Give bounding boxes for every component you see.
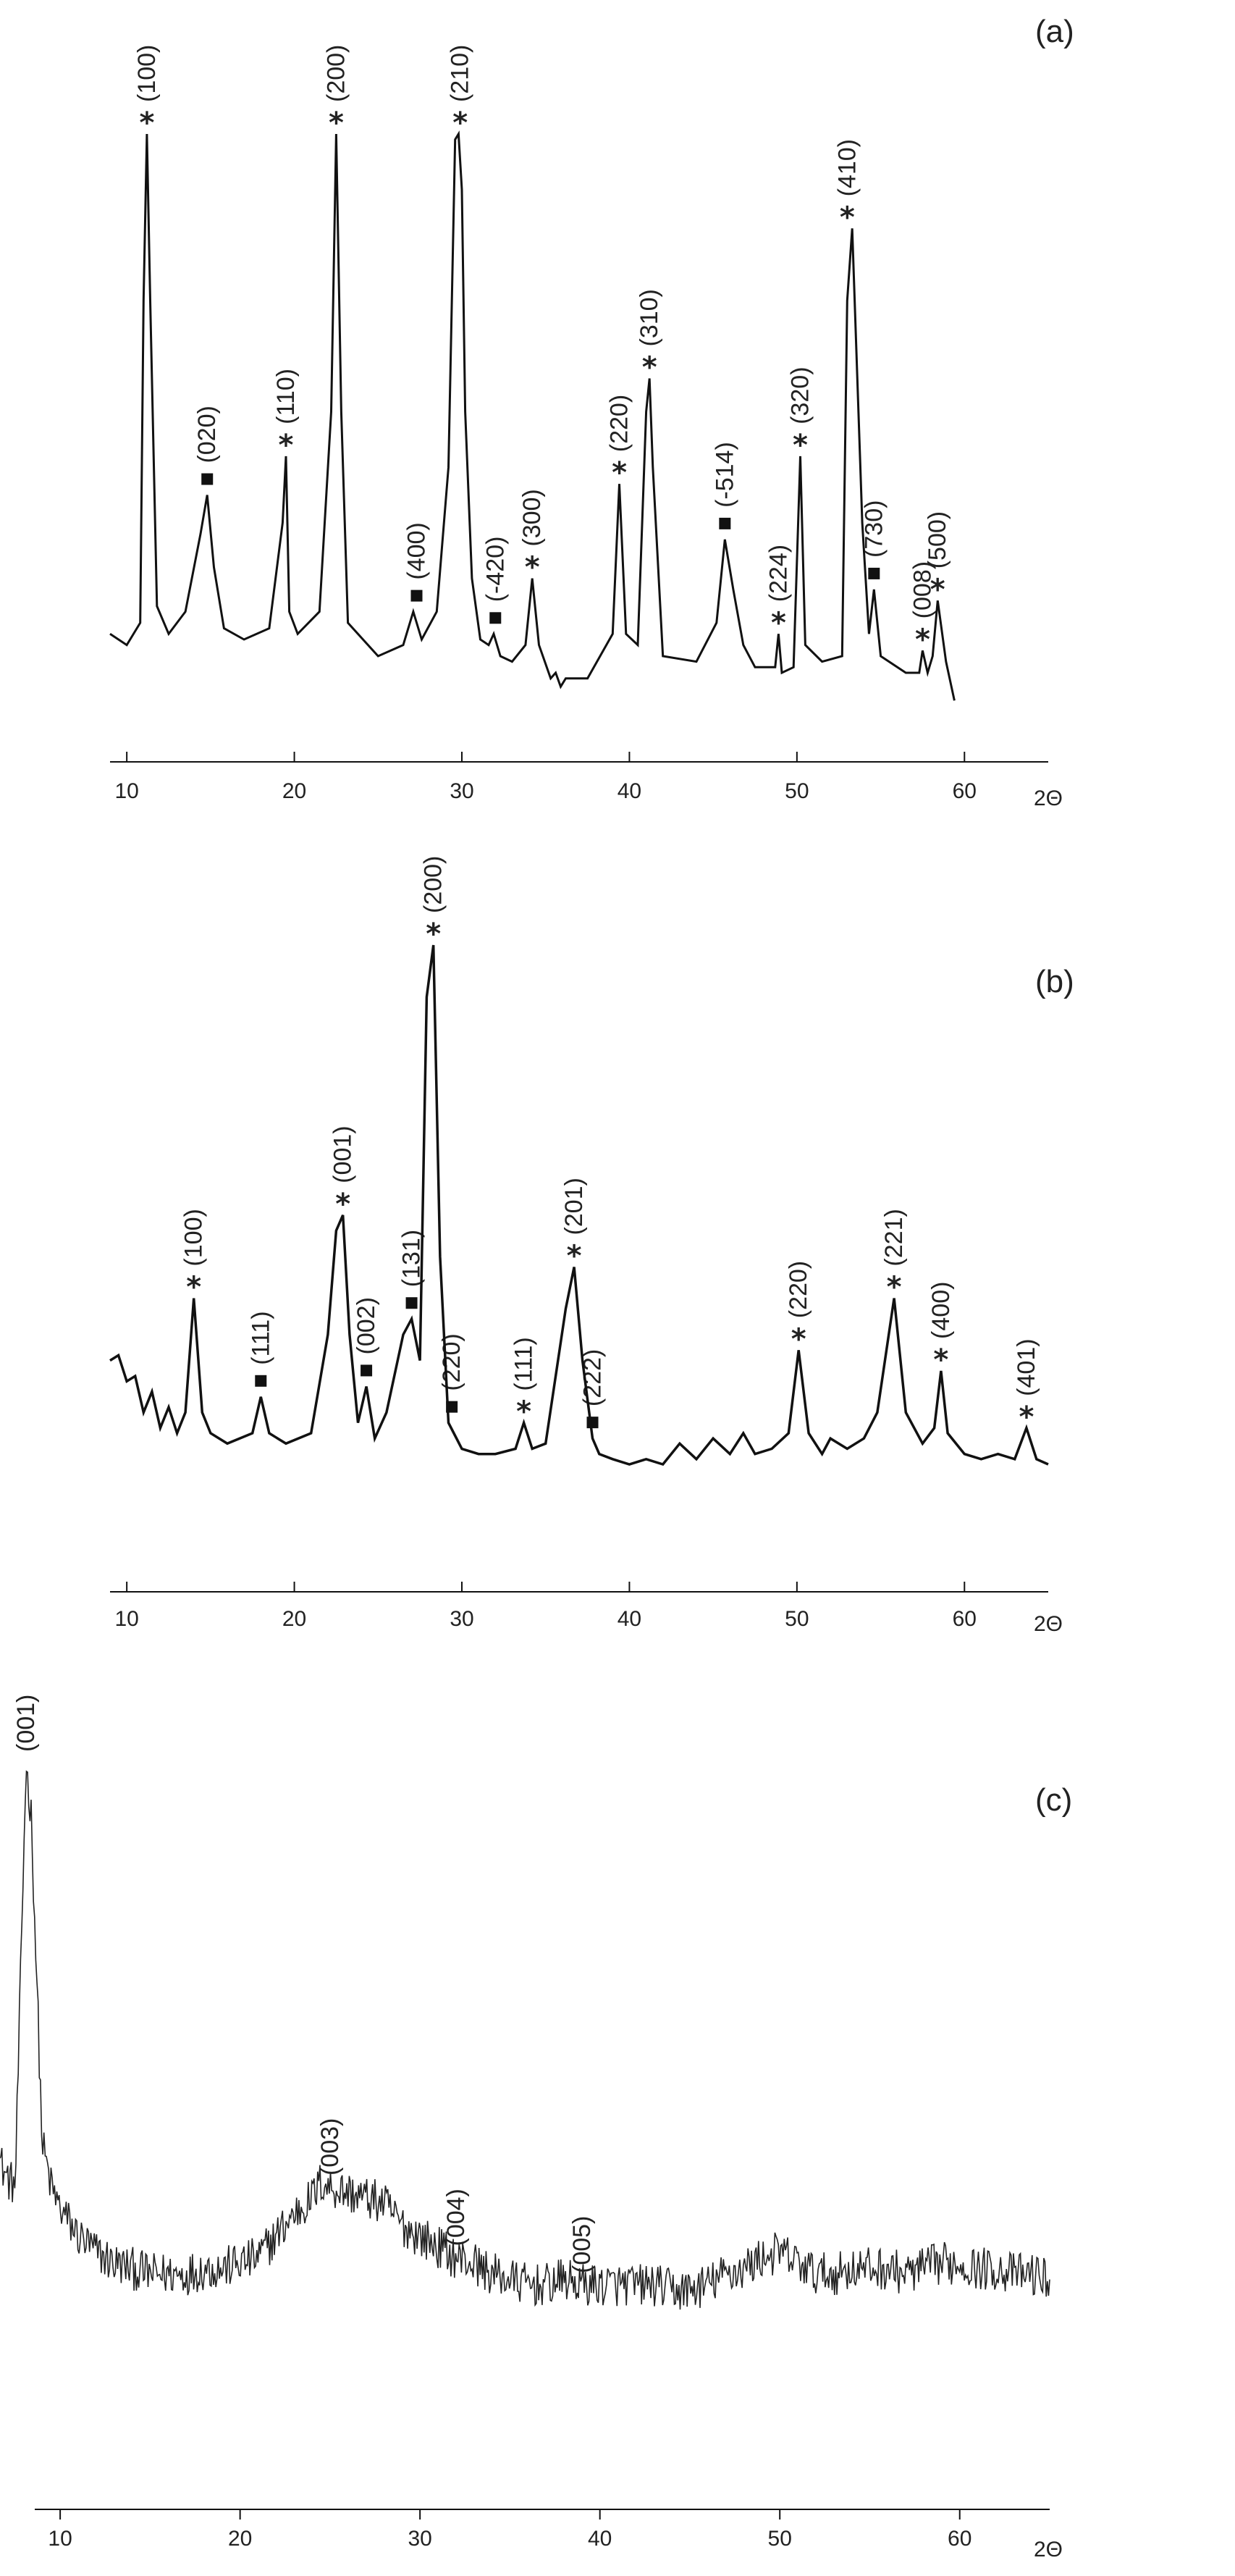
panel-a-x-ticks: 10 20 30 40 50 60: [114, 752, 977, 803]
phase-star-marker: *: [452, 106, 468, 140]
panel-a-x-tick-label: 60: [953, 779, 977, 803]
panel-label-b: (b): [1035, 964, 1074, 999]
peak-index-label: (224): [764, 545, 792, 602]
panel-b-x-ticks: 10 20 30 40 50 60: [114, 1582, 977, 1631]
panel-b-x-tick-label: 30: [450, 1607, 473, 1631]
panel-b: (b) *(100)(111)*(001)(002)(131)*(200)(22…: [109, 856, 1074, 1636]
panel-c-x-ticks: 10 20 30 40 50 60: [48, 2509, 971, 2551]
phase-star-marker: *: [139, 106, 154, 140]
phase-square-marker: [586, 1417, 599, 1429]
peak-index-label: (020): [193, 406, 221, 463]
panel-b-x-axis-title: 2Θ: [1034, 1612, 1063, 1636]
phase-square-marker: [719, 517, 731, 529]
peak-index-label: (400): [927, 1282, 955, 1339]
phase-star-marker: *: [279, 429, 294, 462]
peak-index-label: (-514): [711, 442, 738, 508]
peak-index-label: (300): [518, 489, 546, 546]
peak-index-label: (-420): [481, 537, 509, 603]
panel-label-a: (a): [1035, 14, 1074, 49]
panel-a-x-axis-title: 2Θ: [1034, 786, 1063, 810]
phase-star-marker: *: [840, 201, 855, 234]
panel-label-c: (c): [1035, 1782, 1072, 1818]
phase-star-marker: *: [426, 918, 441, 951]
phase-star-marker: *: [516, 1396, 531, 1429]
peak-index-label: (005): [568, 2216, 596, 2273]
panel-c-diffraction-line: [0, 1770, 1050, 2310]
phase-square-marker: [410, 590, 423, 602]
panel-b-annotations: *(100)(111)*(001)(002)(131)*(200)(220)*(…: [180, 856, 1040, 1434]
peak-index-label: (400): [403, 522, 431, 579]
peak-index-label: (110): [272, 369, 300, 424]
peak-index-label: (310): [636, 289, 663, 346]
peak-index-label: (111): [510, 1337, 538, 1390]
phase-star-marker: *: [1019, 1401, 1034, 1434]
peak-index-label: (210): [447, 45, 474, 102]
phase-star-marker: *: [771, 606, 786, 639]
peak-index-label: (220): [785, 1261, 812, 1318]
peak-index-label: (111): [247, 1311, 274, 1364]
phase-star-marker: *: [186, 1271, 201, 1304]
phase-square-marker: [361, 1364, 373, 1377]
peak-index-label: (100): [133, 45, 161, 102]
peak-index-label: (220): [606, 395, 633, 452]
peak-index-label: (201): [560, 1178, 588, 1235]
phase-star-marker: *: [933, 1343, 948, 1377]
panel-a-x-tick-label: 10: [114, 779, 138, 803]
peak-index-label: (002): [353, 1297, 380, 1354]
phase-square-marker: [255, 1375, 267, 1387]
phase-star-marker: *: [915, 623, 930, 656]
phase-square-marker: [405, 1297, 418, 1309]
panel-a-x-tick-label: 30: [450, 779, 473, 803]
phase-star-marker: *: [887, 1271, 902, 1304]
panel-c-x-tick-label: 50: [768, 2527, 792, 2551]
peak-index-label: (001): [329, 1125, 357, 1183]
phase-star-marker: *: [793, 429, 808, 462]
peak-index-label: (200): [322, 45, 350, 102]
panel-c-annotations: (001)(003)(004) (005): [12, 1695, 596, 2273]
panel-c-x-tick-label: 20: [228, 2527, 252, 2551]
panel-b-x-tick-label: 50: [785, 1607, 809, 1631]
phase-square-marker: [489, 612, 502, 624]
peak-index-label: (001): [12, 1695, 40, 1752]
peak-index-label: (003): [316, 2118, 344, 2176]
phase-square-marker: [201, 473, 214, 485]
peak-index-label: (100): [180, 1209, 208, 1266]
panel-c-x-axis-title: 2Θ: [1034, 2538, 1063, 2562]
panel-a-diffraction-line: [109, 130, 956, 701]
phase-star-marker: *: [525, 551, 540, 584]
panel-b-x-tick-label: 10: [114, 1607, 138, 1631]
phase-star-marker: *: [567, 1240, 582, 1273]
panel-c-x-tick-label: 60: [948, 2527, 971, 2551]
panel-c-x-tick-label: 30: [408, 2527, 431, 2551]
peak-index-label: (200): [420, 856, 447, 913]
panel-a-annotations: * (100) (020) * (110) * (200) (400) * (210) (-420)…: [133, 45, 951, 657]
phase-star-marker: *: [335, 1188, 350, 1221]
peak-index-label: (410): [833, 139, 861, 196]
phase-square-marker: [868, 567, 880, 579]
panel-a-x-tick-label: 50: [785, 779, 809, 803]
panel-c: (c) (001)(003)(004) (005) 10 20 30 40 50 60 2Θ: [0, 1695, 1072, 2562]
peak-index-label: (401): [1013, 1338, 1040, 1396]
panel-a: (a) * (100) (020) * (110) * (200) (400) * (210) (-…: [109, 14, 1074, 810]
phase-star-marker: *: [329, 106, 344, 140]
panel-b-x-tick-label: 20: [282, 1607, 306, 1631]
phase-star-marker: *: [930, 573, 945, 606]
phase-star-marker: *: [612, 456, 627, 490]
phase-star-marker: *: [642, 351, 657, 384]
peak-index-label: (220): [438, 1333, 465, 1390]
panel-b-x-tick-label: 60: [953, 1607, 977, 1631]
panel-a-x-tick-label: 40: [618, 779, 641, 803]
peak-index-label: (221): [880, 1209, 908, 1266]
panel-c-x-tick-label: 40: [588, 2527, 612, 2551]
peak-index-label: (500): [924, 511, 951, 569]
peak-index-label: (008): [909, 561, 936, 618]
panel-a-x-tick-label: 20: [282, 779, 306, 803]
panel-b-diffraction-line: [109, 944, 1049, 1467]
panel-c-x-tick-label: 10: [48, 2527, 72, 2551]
phase-star-marker: *: [791, 1322, 806, 1356]
panel-b-x-tick-label: 40: [618, 1607, 641, 1631]
peak-index-label: (320): [786, 366, 814, 424]
